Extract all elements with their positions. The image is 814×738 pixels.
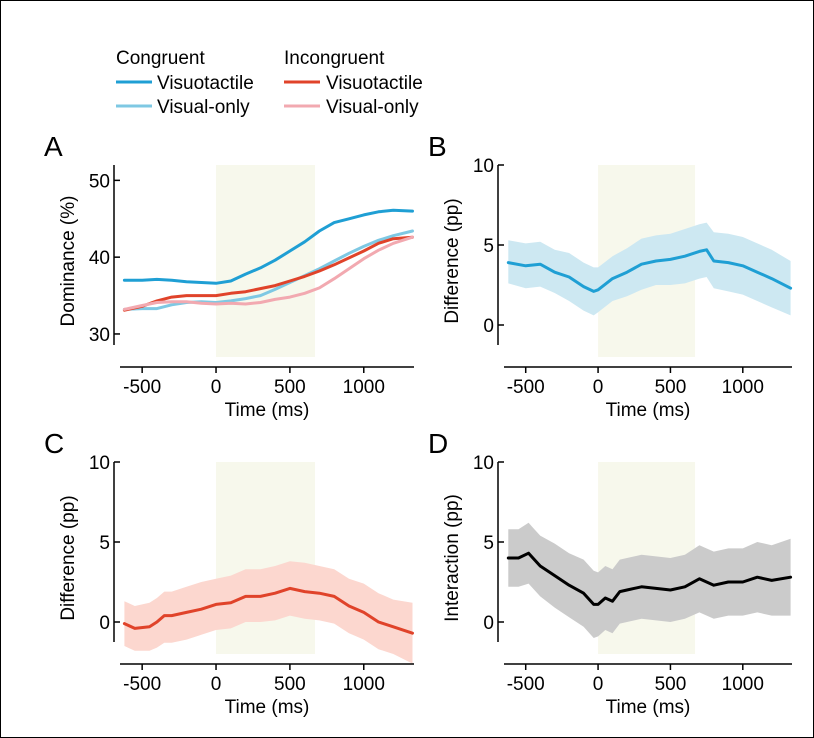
- x-tick-label-d-0: -500: [507, 674, 545, 695]
- y-axis-label-c: Difference (pp): [58, 495, 79, 620]
- x-tick-label-c-3: 1000: [343, 674, 385, 695]
- x-axis-label-b: Time (ms): [606, 400, 691, 421]
- panel-label-c: C: [44, 428, 64, 459]
- y-tick-label-b-0: 0: [483, 316, 494, 337]
- legend-label-congruent-visual-only: Visual-only: [157, 97, 250, 118]
- confidence-band-d-0: [508, 522, 791, 638]
- x-tick-label-b-3: 1000: [722, 377, 764, 398]
- series-line-a-1: [122, 229, 414, 311]
- panel-label-b: B: [428, 131, 447, 162]
- panel-label-a: A: [44, 131, 63, 162]
- x-tick-label-b-0: -500: [507, 377, 545, 398]
- legend: Congruent Incongruent Visuotactile Visua…: [116, 48, 423, 118]
- stimulus-window-a: [216, 165, 316, 357]
- series-line-a-0: [122, 208, 414, 285]
- y-tick-label-a-1: 40: [89, 248, 110, 269]
- y-tick-label-d-0: 0: [483, 613, 494, 634]
- legend-heading-congruent: Congruent: [116, 48, 205, 69]
- legend-label-congruent-visuotactile: Visuotactile: [157, 73, 254, 94]
- x-axis-label-a: Time (ms): [225, 400, 310, 421]
- y-tick-label-d-2: 10: [473, 453, 494, 474]
- x-tick-label-d-3: 1000: [722, 674, 764, 695]
- y-axis-label-b: Difference (pp): [442, 198, 463, 323]
- x-tick-label-a-2: 500: [274, 377, 306, 398]
- series-line-c-0: [122, 586, 414, 635]
- panel-b: 0 5 10 -500 0 500 1000 Time (ms) Difference (pp): [442, 156, 793, 421]
- x-tick-label-a-3: 1000: [343, 377, 385, 398]
- y-tick-label-c-0: 0: [99, 613, 110, 634]
- confidence-band-c-0: [124, 561, 413, 664]
- x-tick-label-c-2: 500: [274, 674, 306, 695]
- series-line-d-0: [506, 551, 793, 606]
- x-tick-label-b-2: 500: [655, 377, 687, 398]
- y-tick-label-a-0: 30: [89, 325, 110, 346]
- series-line-a-3: [122, 235, 414, 311]
- x-axis-label-c: Time (ms): [225, 697, 310, 718]
- y-tick-label-a-2: 50: [89, 171, 110, 192]
- x-tick-label-b-1: 0: [593, 377, 604, 398]
- x-tick-label-a-1: 0: [211, 377, 222, 398]
- panel-label-d: D: [428, 428, 448, 459]
- y-axis-label-a: Dominance (%): [58, 196, 79, 327]
- series-line-b-0: [506, 248, 793, 293]
- x-tick-label-a-0: -500: [123, 377, 161, 398]
- x-tick-label-c-1: 0: [211, 674, 222, 695]
- y-tick-label-c-2: 10: [89, 453, 110, 474]
- legend-label-incongruent-visuotactile: Visuotactile: [326, 73, 423, 94]
- y-tick-label-b-2: 10: [473, 156, 494, 177]
- x-tick-label-d-2: 500: [655, 674, 687, 695]
- panel-c: 0 5 10 -500 0 500 1000 Time (ms) Difference (pp): [58, 453, 414, 718]
- y-tick-label-d-1: 5: [483, 533, 494, 554]
- x-axis-label-d: Time (ms): [606, 697, 691, 718]
- x-tick-label-c-0: -500: [123, 674, 161, 695]
- legend-label-incongruent-visual-only: Visual-only: [326, 97, 419, 118]
- confidence-band-b-0: [508, 222, 791, 316]
- panel-a: 30 40 50 -500 0 500 1000 Time (ms) Dominance (%): [58, 165, 414, 421]
- y-tick-label-c-1: 5: [99, 533, 110, 554]
- series-line-a-2: [122, 235, 414, 312]
- y-tick-label-b-1: 5: [483, 236, 494, 257]
- x-tick-label-d-1: 0: [593, 674, 604, 695]
- legend-heading-incongruent: Incongruent: [284, 48, 385, 69]
- panel-d: 0 5 10 -500 0 500 1000 Time (ms) Interaction (pp…: [442, 453, 793, 718]
- y-axis-label-d: Interaction (pp): [442, 494, 463, 622]
